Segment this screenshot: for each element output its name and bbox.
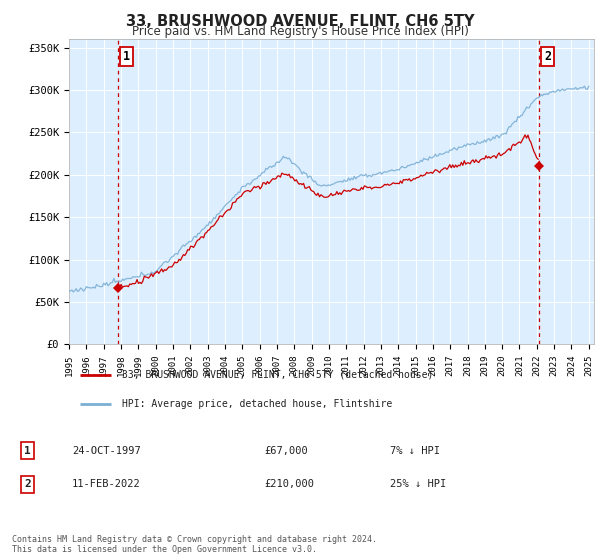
Text: 2: 2 — [544, 50, 551, 63]
Text: £67,000: £67,000 — [264, 446, 308, 456]
Text: Contains HM Land Registry data © Crown copyright and database right 2024.
This d: Contains HM Land Registry data © Crown c… — [12, 535, 377, 554]
Text: 24-OCT-1997: 24-OCT-1997 — [72, 446, 141, 456]
Text: 33, BRUSHWOOD AVENUE, FLINT, CH6 5TY (detached house): 33, BRUSHWOOD AVENUE, FLINT, CH6 5TY (de… — [121, 370, 433, 380]
Text: Price paid vs. HM Land Registry's House Price Index (HPI): Price paid vs. HM Land Registry's House … — [131, 25, 469, 38]
Text: HPI: Average price, detached house, Flintshire: HPI: Average price, detached house, Flin… — [121, 399, 392, 409]
Text: 7% ↓ HPI: 7% ↓ HPI — [390, 446, 440, 456]
Text: 2: 2 — [24, 479, 31, 489]
Text: £210,000: £210,000 — [264, 479, 314, 489]
Text: 1: 1 — [24, 446, 31, 456]
Text: 1: 1 — [123, 50, 130, 63]
Text: 25% ↓ HPI: 25% ↓ HPI — [390, 479, 446, 489]
Text: 11-FEB-2022: 11-FEB-2022 — [72, 479, 141, 489]
Text: 33, BRUSHWOOD AVENUE, FLINT, CH6 5TY: 33, BRUSHWOOD AVENUE, FLINT, CH6 5TY — [126, 14, 474, 29]
